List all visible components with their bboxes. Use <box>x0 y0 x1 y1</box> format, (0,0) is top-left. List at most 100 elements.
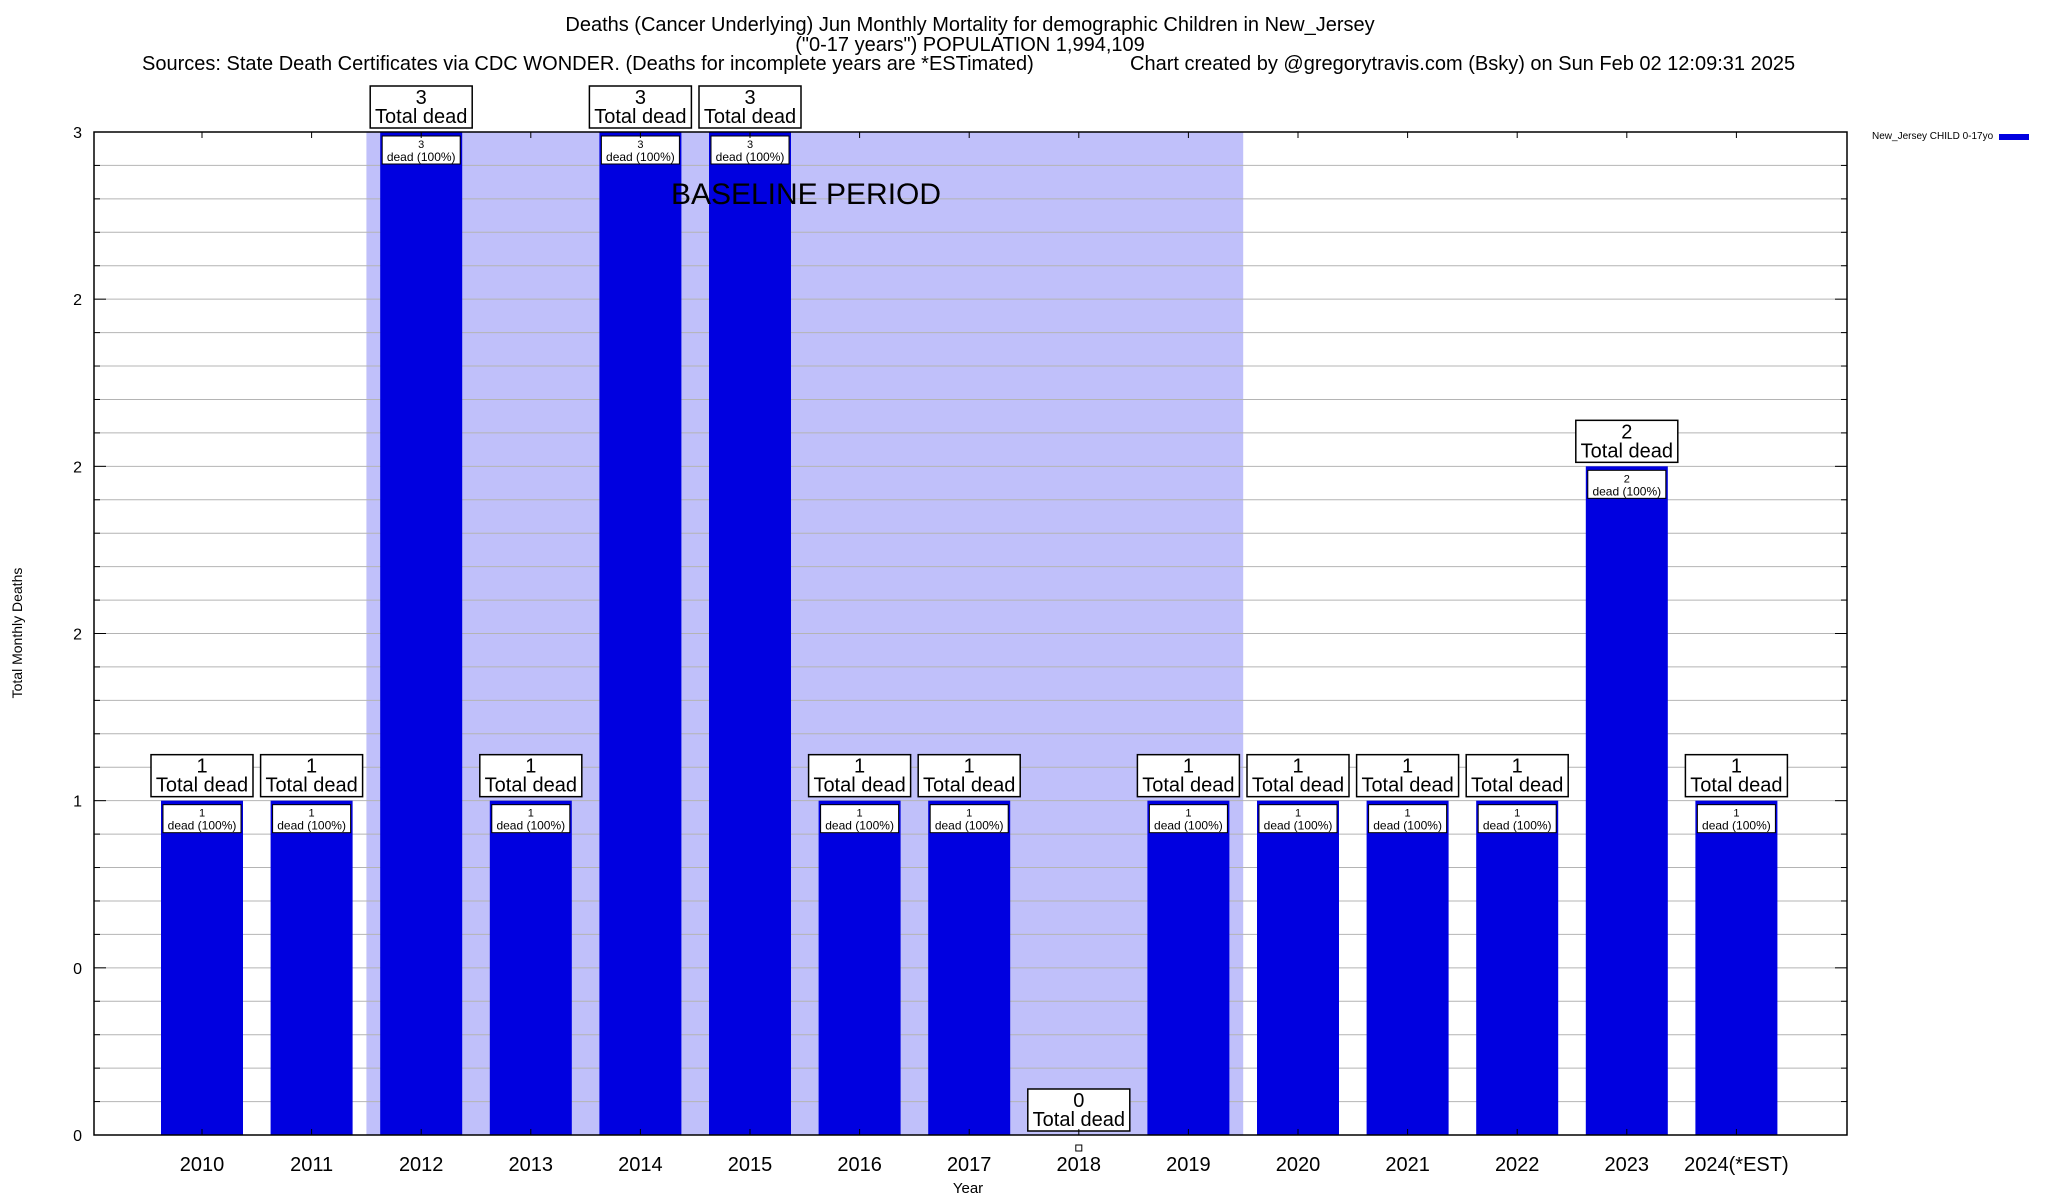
bar-inner-label-box <box>1258 804 1338 834</box>
bar-inner-label: dead (100%) <box>1702 819 1771 833</box>
bar-inner-value: 1 <box>1514 808 1520 820</box>
total-label-value: 1 <box>525 756 536 778</box>
total-label-box <box>1575 419 1679 464</box>
x-tick-label: 2020 <box>1276 1154 1321 1176</box>
bar-inner-label-box <box>491 804 571 834</box>
bar-inner-label-box <box>929 804 1009 834</box>
y-axis-label: Total Monthly Deaths <box>9 567 25 699</box>
total-label-value: 3 <box>635 87 646 109</box>
bar-inner-label: dead (100%) <box>716 150 785 164</box>
x-tick-label: 2018 <box>1057 1154 1102 1176</box>
bar-2014 <box>599 132 682 1135</box>
total-label-box <box>1465 753 1569 798</box>
total-label-box <box>1136 753 1241 798</box>
total-label-text: Total dead <box>813 775 905 797</box>
total-label-text: Total dead <box>375 106 467 128</box>
x-tick-label: 2015 <box>728 1154 773 1176</box>
bar-2011 <box>270 800 353 1135</box>
bar-inner-value: 2 <box>1624 473 1630 485</box>
x-tick-label: 2010 <box>180 1154 225 1176</box>
total-label-value: 1 <box>306 756 317 778</box>
bar-inner-value: 1 <box>309 808 315 820</box>
total-label-value: 1 <box>854 756 865 778</box>
x-tick-label: 2017 <box>947 1154 992 1176</box>
total-label-value: 1 <box>964 756 975 778</box>
bar-inner-label: dead (100%) <box>1264 819 1333 833</box>
x-axis-label: Year <box>952 1180 984 1197</box>
bar-inner-label: dead (100%) <box>1154 819 1223 833</box>
bar-inner-label: dead (100%) <box>496 819 565 833</box>
bar-inner-value: 1 <box>1733 808 1739 820</box>
x-tick-label: 2022 <box>1495 1154 1540 1176</box>
bar-2019 <box>1147 800 1230 1135</box>
y-tick-label: 2 <box>73 627 82 644</box>
bar-inner-value: 3 <box>747 139 753 151</box>
total-label-text: Total dead <box>1142 775 1234 797</box>
total-label-box <box>150 753 254 798</box>
bar-inner-label-box <box>1477 804 1557 834</box>
bar-2024(*EST) <box>1695 800 1778 1135</box>
total-label-text: Total dead <box>594 106 686 128</box>
x-tick-label: 2021 <box>1385 1154 1430 1176</box>
bar-2016 <box>818 800 901 1135</box>
x-tick-label: 2011 <box>290 1154 333 1176</box>
total-label-text: Total dead <box>1581 440 1673 462</box>
bar-inner-label: dead (100%) <box>1592 484 1661 498</box>
bar-2023 <box>1585 466 1668 1135</box>
bar-inner-label-box <box>820 804 900 834</box>
total-label-value: 3 <box>744 87 755 109</box>
bar-inner-value: 1 <box>857 808 863 820</box>
total-label-box <box>1684 753 1789 798</box>
baseline-period-label: BASELINE PERIOD <box>671 178 941 211</box>
bar-2015 <box>709 132 791 1135</box>
legend: New_Jersey CHILD 0-17yo <box>1872 131 2030 142</box>
x-tick-label: 2023 <box>1605 1154 1650 1176</box>
total-label-text: Total dead <box>923 775 1015 797</box>
total-label-value: 2 <box>1621 421 1632 443</box>
bar-2020 <box>1257 800 1339 1135</box>
total-label-box <box>807 753 912 798</box>
total-label-box <box>698 85 802 129</box>
total-label-box <box>259 753 364 798</box>
y-tick-label: 0 <box>73 1128 82 1145</box>
bar-inner-label: dead (100%) <box>1373 819 1442 833</box>
bar-inner-label-box <box>1696 804 1776 834</box>
x-tick-label: 2013 <box>509 1154 554 1176</box>
bar-inner-value: 1 <box>528 808 534 820</box>
total-label-value: 1 <box>1512 756 1523 778</box>
bar-inner-value: 1 <box>1185 808 1191 820</box>
bar-2021 <box>1366 800 1449 1135</box>
total-label-box <box>369 85 473 129</box>
bar-2012 <box>380 132 463 1135</box>
total-label-box <box>588 85 693 129</box>
total-label-text: Total dead <box>265 775 357 797</box>
bar-inner-label-box <box>1587 469 1667 499</box>
bar-2017 <box>928 800 1011 1135</box>
total-label-text: Total dead <box>704 106 796 128</box>
chart-credit: Chart created by @gregorytravis.com (Bsk… <box>1130 53 1796 75</box>
bar-inner-label: dead (100%) <box>825 819 894 833</box>
bar-inner-label: dead (100%) <box>168 819 237 833</box>
total-label-text: Total dead <box>156 775 248 797</box>
bar-inner-value: 1 <box>966 808 972 820</box>
bar-inner-value: 1 <box>199 808 205 820</box>
bar-2013 <box>489 800 572 1135</box>
total-label-text: Total dead <box>1361 775 1453 797</box>
y-tick-label: 2 <box>73 292 82 309</box>
bar-inner-label-box <box>600 135 680 165</box>
total-label-text: Total dead <box>1252 775 1344 797</box>
total-label-text: Total dead <box>1471 775 1563 797</box>
bar-inner-label-box <box>272 804 352 834</box>
bar-inner-label: dead (100%) <box>1483 819 1552 833</box>
total-label-value: 3 <box>416 87 427 109</box>
bar-inner-label: dead (100%) <box>277 819 346 833</box>
y-tick-label: 2 <box>73 459 82 476</box>
chart-title-line2: ("0-17 years") POPULATION 1,994,109 <box>795 34 1145 56</box>
bar-inner-label-box <box>1148 804 1228 834</box>
chart-sources: Sources: State Death Certificates via CD… <box>142 53 1034 75</box>
total-label-box <box>1246 753 1350 798</box>
bar-inner-value: 1 <box>1295 808 1301 820</box>
bar-2010 <box>161 800 243 1135</box>
total-label-value: 1 <box>1292 756 1303 778</box>
